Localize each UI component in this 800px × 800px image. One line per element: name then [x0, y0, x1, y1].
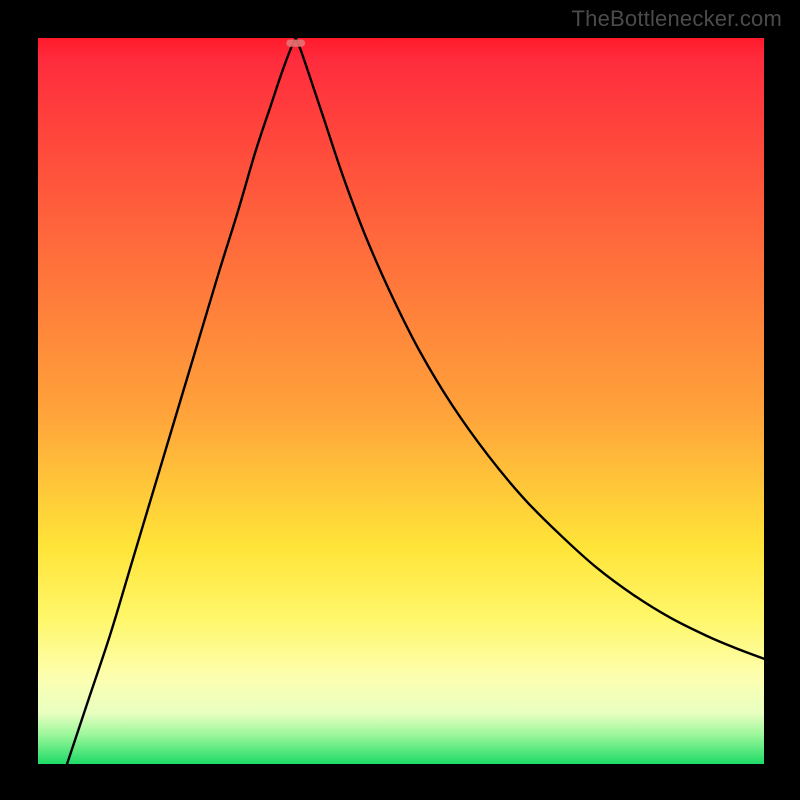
chart-plot-area: [38, 38, 764, 764]
minimum-marker: [286, 39, 305, 46]
curve-left-branch: [67, 38, 296, 764]
watermark-text: TheBottlenecker.com: [572, 6, 782, 32]
bottleneck-curve: [38, 38, 764, 764]
curve-right-branch: [296, 38, 764, 659]
